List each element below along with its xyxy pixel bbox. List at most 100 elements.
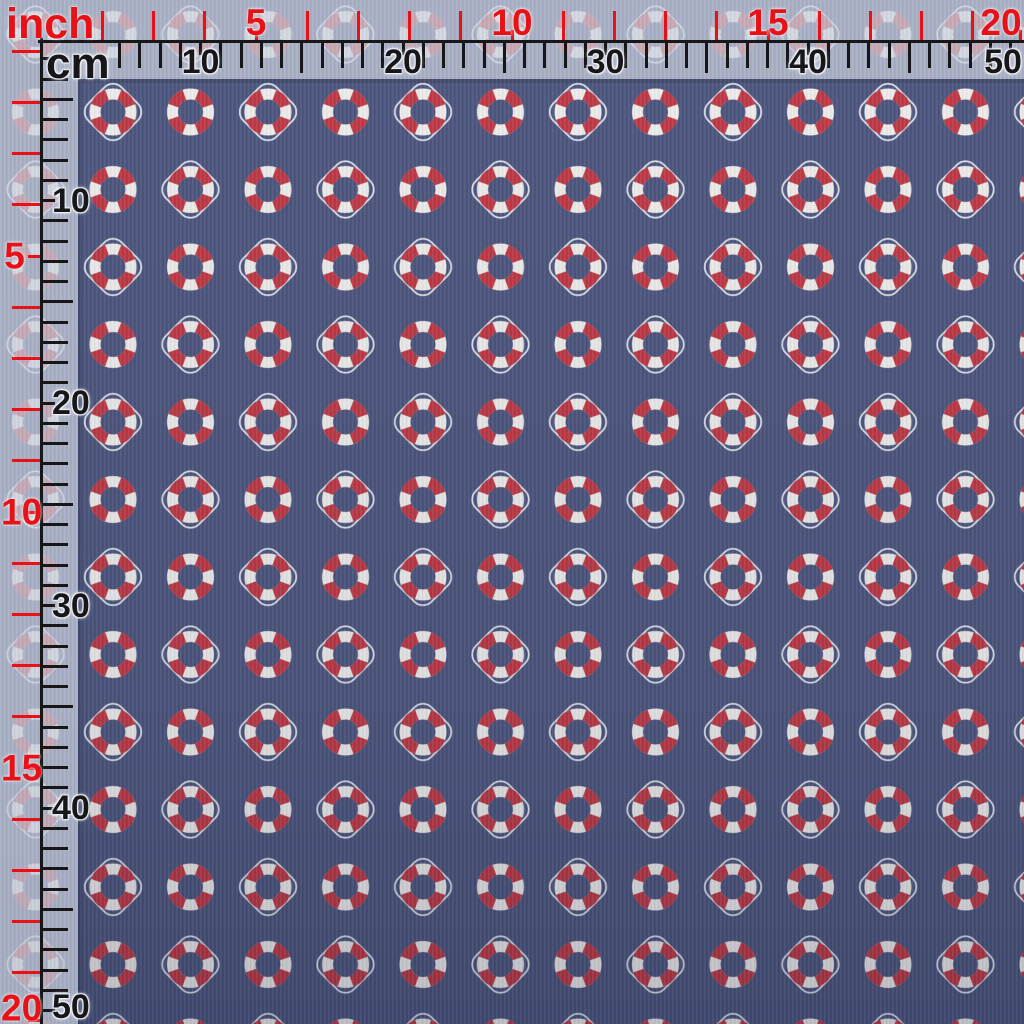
inch-label: 10 (491, 2, 533, 43)
cm-tick (43, 624, 68, 628)
inch-tick (971, 11, 975, 40)
cm-tick (43, 786, 68, 790)
cm-tick (685, 43, 688, 68)
cm-tick (43, 644, 68, 648)
cm-label: 20 (384, 43, 422, 81)
cm-tick (43, 523, 68, 526)
cm-tick (462, 43, 466, 68)
cm-tick (43, 1009, 55, 1012)
inch-tick (868, 11, 872, 40)
cm-tick (43, 826, 68, 830)
inch-tick (510, 30, 514, 40)
cm-tick (43, 280, 68, 283)
inch-label: 15 (1, 747, 43, 789)
cm-label: 30 (586, 43, 625, 81)
inch-tick (12, 868, 40, 872)
cm-tick (43, 988, 68, 992)
cm-tick (43, 502, 73, 506)
cm-tick (705, 43, 709, 73)
inch-unit-label: inch (6, 0, 95, 48)
cm-tick (968, 43, 972, 68)
cm-tick (43, 583, 68, 587)
inch-tick (12, 408, 40, 412)
inch-tick (28, 510, 40, 514)
cm-tick (43, 948, 68, 952)
cm-tick (43, 97, 73, 101)
inch-tick (12, 971, 40, 975)
inch-label: 20 (1, 987, 43, 1024)
cm-tick (43, 219, 68, 223)
inch-tick (12, 459, 40, 463)
cm-tick (988, 43, 992, 68)
cm-tick (928, 43, 931, 68)
inch-tick (561, 11, 565, 40)
cm-tick (300, 43, 304, 73)
cm-tick (482, 43, 486, 68)
cm-tick (421, 43, 425, 68)
left-ruler-line (40, 38, 43, 1024)
inch-tick (12, 305, 40, 309)
inch-tick (920, 11, 924, 40)
cm-label: 40 (52, 789, 90, 827)
inch-tick (12, 561, 40, 565)
cm-tick (502, 43, 506, 73)
inch-tick (305, 11, 309, 40)
cm-tick (43, 664, 68, 668)
cm-tick (624, 43, 628, 68)
inch-label: 10 (1, 491, 43, 533)
cm-tick (43, 928, 68, 931)
cm-tick (523, 43, 526, 68)
top-ruler-line (38, 40, 1024, 43)
cm-label: 10 (181, 43, 220, 81)
cm-tick (43, 847, 68, 850)
inch-label: 5 (245, 2, 267, 43)
cm-tick (43, 705, 73, 709)
cm-tick (43, 340, 68, 344)
inch-tick (203, 11, 207, 40)
cm-tick (43, 199, 55, 202)
cm-tick (907, 43, 911, 73)
inch-tick (12, 920, 40, 924)
cm-tick (43, 766, 68, 769)
cm-tick (320, 43, 324, 68)
cm-tick (442, 43, 445, 68)
inch-tick (12, 100, 40, 104)
cm-tick (43, 158, 68, 162)
cm-tick (43, 381, 68, 385)
cm-tick (199, 43, 202, 55)
cm-tick (563, 43, 567, 68)
cm-tick (43, 442, 68, 445)
cm-label: 50 (984, 43, 1022, 81)
inch-tick (817, 11, 821, 40)
inch-tick (356, 11, 360, 40)
inch-tick (459, 11, 463, 40)
inch-tick (28, 254, 40, 258)
cm-label: 20 (52, 384, 90, 422)
inch-tick (12, 152, 40, 156)
cm-tick (43, 543, 68, 547)
cm-tick (158, 43, 162, 68)
cm-label: 50 (52, 988, 90, 1024)
inch-tick (12, 612, 40, 616)
cm-tick (43, 320, 68, 324)
cm-label: 10 (52, 181, 90, 220)
cm-tick (43, 118, 68, 121)
inch-tick (12, 49, 40, 53)
cm-tick (340, 43, 344, 68)
inch-label: 15 (747, 2, 789, 43)
cm-tick (43, 77, 68, 81)
cm-tick (745, 43, 749, 68)
inch-tick (152, 11, 156, 40)
cm-tick (280, 43, 283, 68)
cm-tick (43, 968, 68, 972)
cm-tick (401, 43, 405, 55)
cm-tick (766, 43, 769, 68)
cm-tick (43, 725, 68, 729)
cm-tick (1009, 43, 1012, 55)
cm-tick (43, 482, 68, 486)
cm-tick (219, 43, 223, 68)
cm-tick (43, 259, 68, 263)
inch-tick (12, 817, 40, 821)
cm-tick (239, 43, 243, 68)
cm-label: 30 (52, 586, 90, 625)
